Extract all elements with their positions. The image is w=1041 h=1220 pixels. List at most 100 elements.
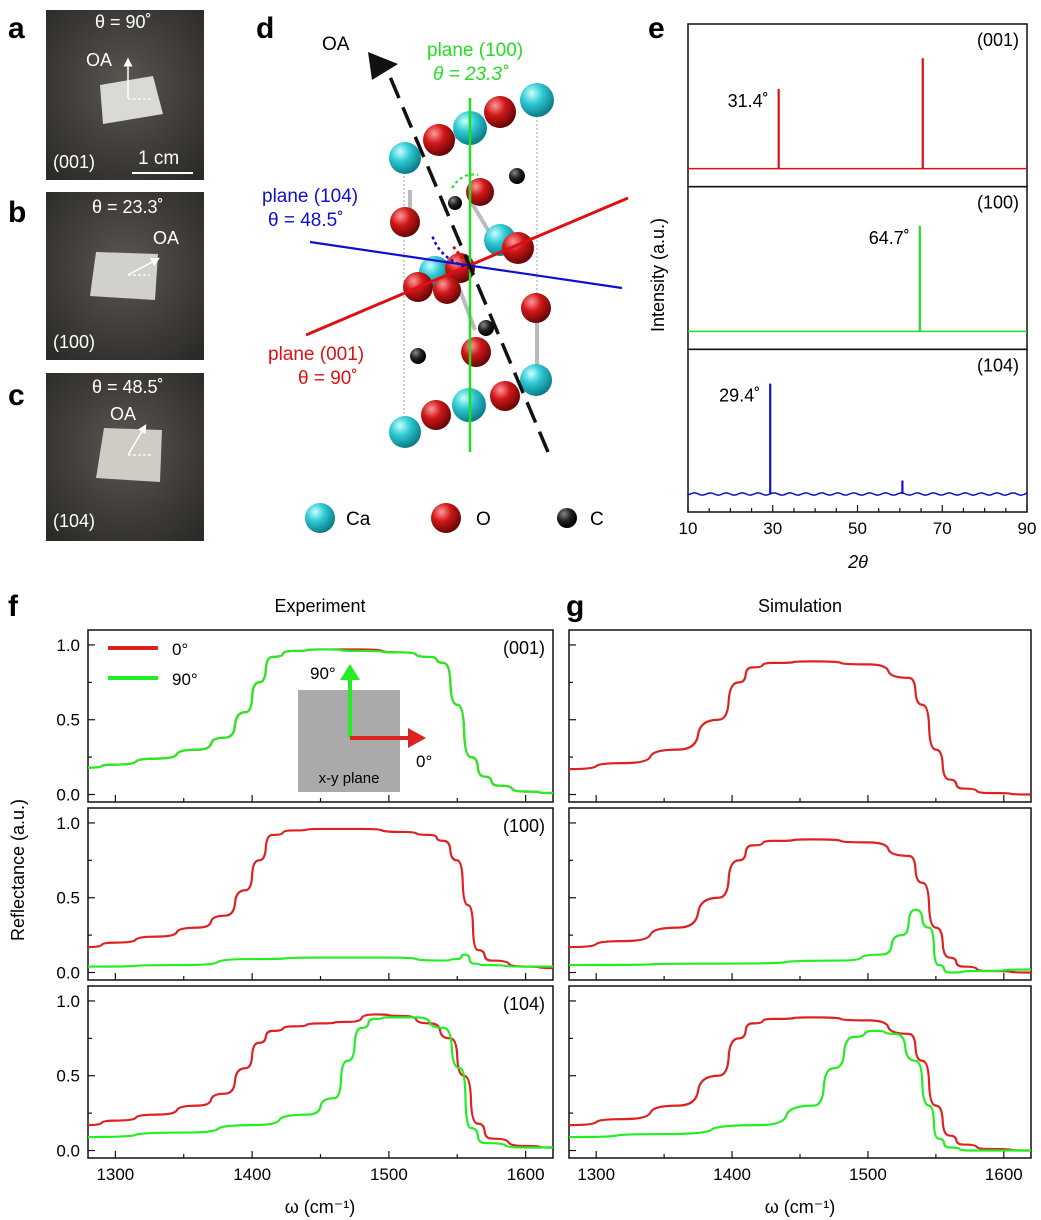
legend-label-0: 0° bbox=[172, 640, 188, 659]
exp-ytick-label-0-1: 0.5 bbox=[56, 711, 80, 730]
exp-ytick-label-2-0: 0.0 bbox=[56, 1142, 80, 1161]
legend-c: C bbox=[590, 509, 604, 530]
photo-c: θ = 48.5˚ OA (104) bbox=[46, 373, 204, 541]
exp-series-2-0 bbox=[87, 1013, 554, 1149]
xrd-y-axis-label: Intensity (a.u.) bbox=[648, 218, 668, 332]
inset-label-0: 0° bbox=[416, 752, 432, 771]
panel-letter-b: b bbox=[8, 196, 26, 229]
o-atom-icon bbox=[431, 503, 461, 533]
sim-series-2-1 bbox=[568, 1029, 1031, 1152]
xrd-baseline-2 bbox=[687, 492, 1028, 497]
exp-xtick-label-2: 1500 bbox=[370, 1165, 408, 1184]
exp-xtick-label-1: 1400 bbox=[233, 1165, 271, 1184]
xrd-peak-label-2-0: 29.4˚ bbox=[719, 386, 760, 406]
c-atom-icon bbox=[557, 508, 577, 528]
panel-letter-d: d bbox=[256, 12, 274, 45]
crystal-panel: d OA bbox=[256, 12, 629, 533]
reflectance-legend: 0° 90° bbox=[108, 640, 198, 689]
exp-ytick-label-2-1: 0.5 bbox=[56, 1067, 80, 1086]
xrd-peak-label-1-0: 64.7˚ bbox=[869, 228, 910, 248]
exp-panel-label-2: (104) bbox=[503, 994, 545, 1014]
experiment-title: Experiment bbox=[274, 596, 365, 616]
sim-xtick-label-1: 1400 bbox=[713, 1165, 751, 1184]
exp-ytick-label-2-2: 1.0 bbox=[56, 992, 80, 1011]
plane-label-b: (100) bbox=[53, 332, 95, 352]
experiment-plot: 0.0 0.5 1.0 (001) 0.0 0.5 1.0 (100) 0.0 0.5 1.0 (10… bbox=[56, 629, 554, 1184]
simulation-plot: 1300 1400 1500 1600 bbox=[568, 629, 1032, 1184]
xrd-panel-label-2: (104) bbox=[977, 355, 1019, 375]
xrd-xtick-label-0: 10 bbox=[679, 519, 698, 538]
atom-legend: Ca O C bbox=[305, 503, 604, 533]
exp-ytick-label-1-0: 0.0 bbox=[56, 964, 80, 983]
sim-frame-0 bbox=[568, 629, 1032, 803]
exp-panel-label-0: (001) bbox=[503, 638, 545, 658]
plane-001-theta: θ = 90˚ bbox=[298, 368, 358, 389]
theta-label-a: θ = 90˚ bbox=[95, 12, 152, 32]
simulation-x-axis-label: ω (cm⁻¹) bbox=[765, 1197, 836, 1217]
exp-ytick-label-0-0: 0.0 bbox=[56, 786, 80, 805]
panel-letter-g: g bbox=[566, 590, 584, 623]
experiment-x-axis-label: ω (cm⁻¹) bbox=[285, 1197, 356, 1217]
sim-frame-2 bbox=[568, 985, 1032, 1159]
panel-letter-e: e bbox=[648, 12, 665, 45]
exp-panel-label-1: (100) bbox=[503, 816, 545, 836]
reflectance-panels: f g Experiment Simulation Reflectance (a… bbox=[8, 590, 1032, 1217]
xrd-panel: e Intensity (a.u.) 31.4˚ (001) 64.7˚ (100) 2… bbox=[648, 12, 1036, 572]
theta-label-c: θ = 48.5˚ bbox=[92, 377, 164, 397]
xrd-xtick-label-1: 30 bbox=[763, 519, 782, 538]
oa-label-a: OA bbox=[86, 50, 112, 70]
theta-label-b: θ = 23.3˚ bbox=[92, 197, 164, 217]
sim-xtick-label-3: 1600 bbox=[985, 1165, 1023, 1184]
sim-xtick-label-0: 1300 bbox=[577, 1165, 615, 1184]
exp-series-1-0 bbox=[87, 827, 554, 970]
exp-ytick-label-1-2: 1.0 bbox=[56, 814, 80, 833]
panel-letter-f: f bbox=[8, 590, 19, 623]
exp-series-0-1 bbox=[87, 648, 554, 795]
xrd-panel-label-1: (100) bbox=[977, 193, 1019, 213]
scale-bar-label: 1 cm bbox=[138, 148, 179, 169]
oa-axis-label: OA bbox=[322, 34, 350, 55]
sim-series-1-1 bbox=[568, 908, 1032, 974]
xrd-xtick-label-3: 70 bbox=[933, 519, 952, 538]
polarization-inset: 90° 0° x-y plane bbox=[298, 664, 432, 792]
plane-label-a: (001) bbox=[53, 152, 95, 172]
exp-xtick-label-0: 1300 bbox=[96, 1165, 134, 1184]
exp-series-1-1 bbox=[87, 953, 553, 968]
exp-xtick-label-3: 1600 bbox=[507, 1165, 545, 1184]
photo-a: θ = 90˚ OA (001) 1 cm bbox=[46, 10, 204, 180]
xrd-xtick-label-2: 50 bbox=[848, 519, 867, 538]
exp-ytick-label-0-2: 1.0 bbox=[56, 636, 80, 655]
sim-series-1-0 bbox=[568, 838, 1032, 974]
oa-label-b: OA bbox=[153, 228, 179, 248]
inset-label-90: 90° bbox=[310, 664, 336, 683]
xrd-panel-label-0: (001) bbox=[977, 30, 1019, 50]
xrd-peak-label-0-0: 31.4˚ bbox=[728, 91, 769, 111]
plane-100-theta: θ = 23.3˚ bbox=[433, 64, 509, 85]
ca-atom-icon bbox=[305, 503, 335, 533]
plane-001-label: plane (001) bbox=[268, 344, 364, 365]
panel-letter-a: a bbox=[8, 12, 25, 45]
legend-ca: Ca bbox=[346, 509, 371, 530]
reflectance-y-axis-label: Reflectance (a.u.) bbox=[8, 799, 28, 941]
plane-104-theta: θ = 48.5˚ bbox=[268, 210, 344, 231]
sim-frame-1 bbox=[568, 807, 1032, 981]
plane-100-label: plane (100) bbox=[427, 40, 523, 61]
exp-series-2-1 bbox=[87, 1016, 553, 1149]
sim-series-2-0 bbox=[568, 1016, 1032, 1152]
plane-label-c: (104) bbox=[53, 511, 95, 531]
inset-plane-label: x-y plane bbox=[319, 770, 380, 787]
exp-ytick-label-1-1: 0.5 bbox=[56, 889, 80, 908]
plane-104-label: plane (104) bbox=[262, 186, 358, 207]
photo-panels: a b c θ = 90˚ OA (001) 1 cm θ = 23.3˚ OA… bbox=[8, 10, 204, 541]
legend-o: O bbox=[476, 509, 491, 530]
sim-series-0-0 bbox=[568, 660, 1032, 796]
photo-b: θ = 23.3˚ OA (100) bbox=[46, 192, 204, 360]
xrd-plot: 31.4˚ (001) 64.7˚ (100) 29.4˚ (104) 10 30 50 70 90 bbox=[679, 23, 1037, 538]
sim-xtick-label-2: 1500 bbox=[849, 1165, 887, 1184]
legend-label-1: 90° bbox=[172, 670, 198, 689]
oa-label-c: OA bbox=[110, 404, 136, 424]
simulation-title: Simulation bbox=[758, 596, 842, 616]
panel-letter-c: c bbox=[8, 379, 25, 412]
xrd-xtick-label-4: 90 bbox=[1018, 519, 1037, 538]
